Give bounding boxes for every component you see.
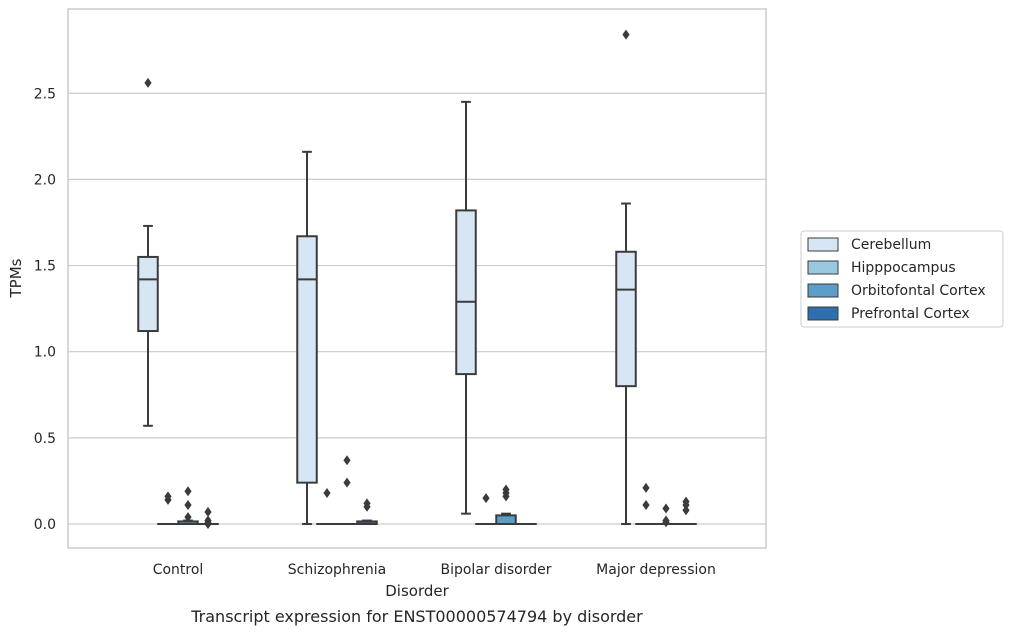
- box-2-0: [177, 486, 199, 526]
- outlier-point: [363, 498, 371, 509]
- outlier-point: [164, 491, 172, 502]
- outlier-point: [682, 496, 690, 507]
- box-body: [296, 235, 318, 484]
- outlier-point: [184, 512, 192, 523]
- legend-frame: [800, 230, 1004, 328]
- outlier-point: [662, 515, 670, 526]
- legend-swatch: [807, 260, 839, 275]
- box-3-3: [675, 496, 697, 526]
- grid-lines: [68, 92, 766, 525]
- box-body: [455, 209, 477, 376]
- box-2-2: [495, 484, 517, 526]
- y-tick-label: 0.0: [34, 517, 56, 533]
- legend: Cerebellum Hipppocampus Orbitofontal Corte…: [800, 230, 1004, 328]
- y-tick-label: 1.0: [34, 345, 56, 361]
- outlier-point: [204, 506, 212, 517]
- box-body: [495, 514, 517, 526]
- y-tick-label: 1.5: [34, 259, 56, 275]
- box-1-1: [316, 487, 338, 526]
- box-0-1: [296, 150, 318, 525]
- x-tick-label: Bipolar disorder: [440, 562, 551, 578]
- legend-label: Prefrontal Cortex: [851, 306, 970, 322]
- outlier-point: [642, 482, 650, 493]
- box-1-0: [157, 491, 179, 526]
- box-3-1: [356, 498, 378, 526]
- y-tick-label: 2.5: [34, 86, 56, 102]
- box-0-2: [455, 100, 477, 515]
- legend-swatch: [807, 237, 839, 252]
- box-2-1: [336, 455, 358, 526]
- legend-swatch: [807, 306, 839, 321]
- box-body: [137, 255, 159, 333]
- outlier-point: [184, 486, 192, 497]
- outlier-point: [482, 493, 490, 504]
- outlier-point: [323, 487, 331, 498]
- legend-label: Hipppocampus: [851, 260, 956, 276]
- outlier-point: [662, 503, 670, 514]
- outlier-point: [682, 505, 690, 516]
- outlier-point: [184, 500, 192, 511]
- box-body: [615, 250, 637, 388]
- legend-label: Orbitofontal Cortex: [851, 283, 986, 299]
- outlier-point: [502, 484, 510, 495]
- outlier-point: [204, 515, 212, 526]
- x-axis-ticks: Control Schizophrenia Bipolar disorder Majo…: [153, 562, 716, 578]
- x-axis-label: Disorder: [385, 582, 449, 600]
- x-tick-label: Major depression: [596, 562, 716, 578]
- legend-swatch: [807, 283, 839, 298]
- box-2-3: [655, 503, 677, 528]
- y-tick-label: 0.5: [34, 431, 56, 447]
- outlier-point: [343, 477, 351, 488]
- outlier-point: [144, 77, 152, 88]
- outlier-point: [343, 455, 351, 466]
- outlier-point: [642, 500, 650, 511]
- x-tick-label: Control: [153, 562, 204, 578]
- box-1-2: [475, 493, 497, 526]
- chart-caption: Transcript expression for ENST0000057479…: [190, 607, 643, 626]
- box-0-0: [137, 77, 159, 427]
- box-1-3: [635, 482, 657, 526]
- outlier-point: [622, 29, 630, 40]
- y-axis-ticks: 0.0 0.5 1.0 1.5 2.0 2.5: [34, 86, 56, 533]
- box-0-3: [615, 29, 637, 525]
- y-axis-label: TPMs: [7, 258, 25, 298]
- y-tick-label: 2.0: [34, 172, 56, 188]
- plot-frame: [67, 8, 767, 549]
- x-tick-label: Schizophrenia: [288, 562, 386, 578]
- box-3-0: [197, 506, 219, 529]
- box-plot-area: [137, 29, 697, 529]
- legend-label: Cerebellum: [851, 237, 931, 253]
